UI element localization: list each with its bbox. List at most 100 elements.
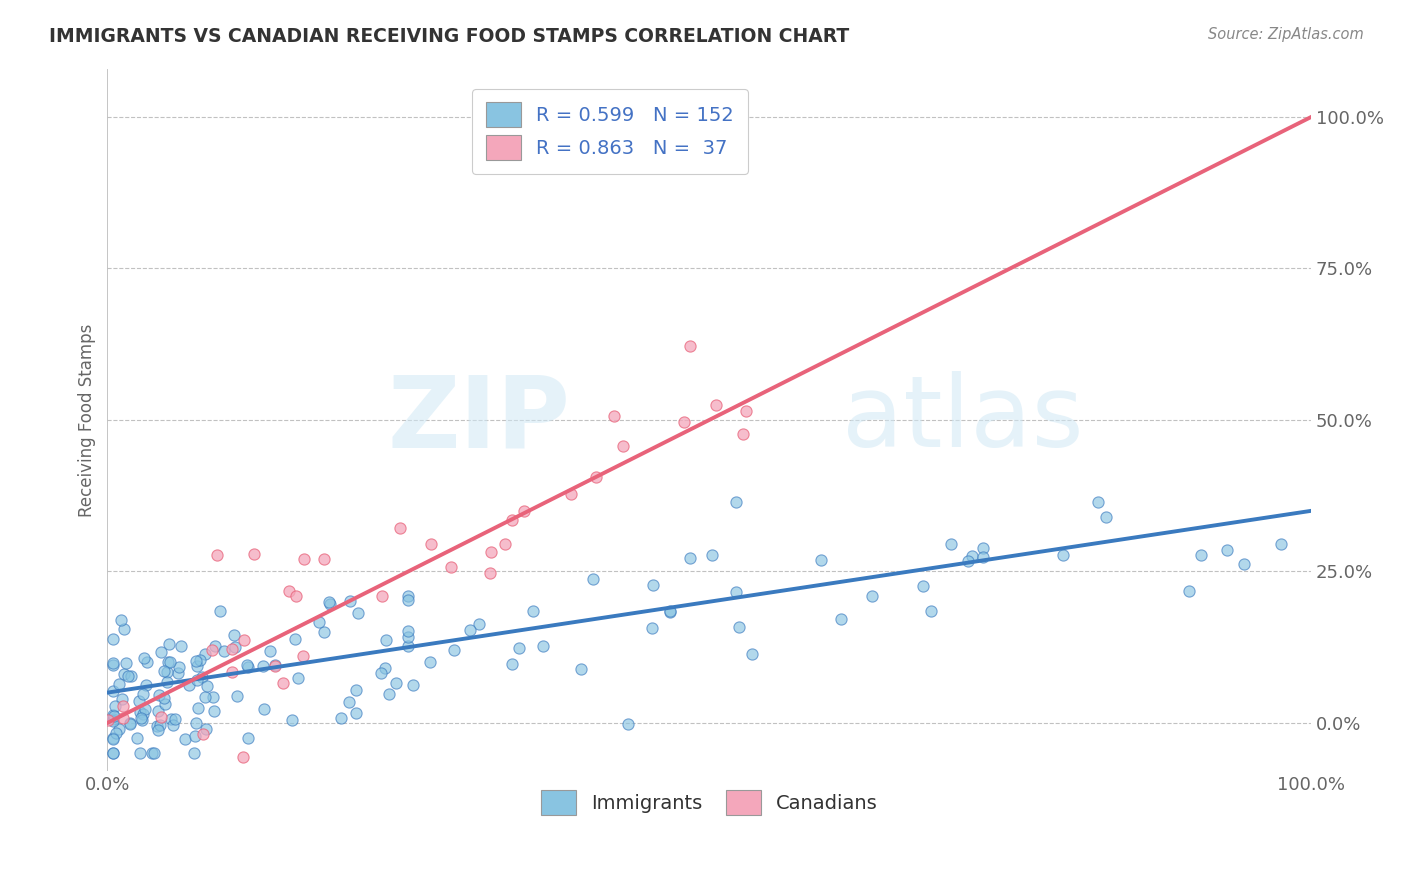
Point — [112, 622, 135, 636]
Point — [679, 550, 702, 565]
Point — [167, 660, 190, 674]
Point — [201, 690, 224, 705]
Point — [339, 593, 361, 607]
Point — [160, 712, 183, 726]
Point — [292, 648, 315, 663]
Point — [184, 654, 207, 668]
Point — [120, 669, 142, 683]
Point — [960, 549, 983, 563]
Point — [512, 504, 534, 518]
Point — [129, 711, 152, 725]
Point — [569, 662, 592, 676]
Point — [103, 746, 125, 760]
Point — [103, 632, 125, 646]
Point — [118, 716, 141, 731]
Point — [159, 656, 181, 670]
Point — [103, 713, 125, 727]
Point — [134, 702, 156, 716]
Text: IMMIGRANTS VS CANADIAN RECEIVING FOOD STAMPS CORRELATION CHART: IMMIGRANTS VS CANADIAN RECEIVING FOOD ST… — [49, 27, 849, 45]
Point — [277, 583, 299, 598]
Point — [314, 551, 336, 566]
Point — [1087, 494, 1109, 508]
Point — [143, 746, 166, 760]
Point — [103, 708, 125, 723]
Point — [153, 698, 176, 712]
Point — [679, 339, 702, 353]
Point — [375, 633, 398, 648]
Point — [1095, 509, 1118, 524]
Point — [149, 709, 172, 723]
Point — [724, 495, 747, 509]
Point — [396, 592, 419, 607]
Point — [402, 678, 425, 692]
Point — [120, 717, 142, 731]
Point — [243, 547, 266, 561]
Point — [132, 687, 155, 701]
Point — [132, 706, 155, 721]
Point — [128, 693, 150, 707]
Point — [117, 668, 139, 682]
Point — [314, 625, 336, 640]
Point — [370, 589, 392, 603]
Point — [232, 749, 254, 764]
Point — [253, 701, 276, 715]
Point — [191, 726, 214, 740]
Point — [156, 674, 179, 689]
Point — [212, 644, 235, 658]
Point — [956, 554, 979, 568]
Point — [508, 640, 530, 655]
Point — [162, 718, 184, 732]
Point — [186, 716, 208, 731]
Point — [1178, 583, 1201, 598]
Point — [501, 657, 523, 671]
Point — [104, 698, 127, 713]
Point — [221, 665, 243, 680]
Point — [659, 604, 682, 618]
Point — [111, 711, 134, 725]
Point — [419, 656, 441, 670]
Point — [103, 656, 125, 670]
Point — [264, 659, 287, 673]
Point — [183, 746, 205, 760]
Point — [374, 661, 396, 675]
Point — [344, 706, 367, 720]
Point — [643, 578, 665, 592]
Point — [224, 640, 246, 654]
Point — [108, 723, 131, 737]
Point — [108, 676, 131, 690]
Point — [501, 513, 523, 527]
Point — [396, 630, 419, 644]
Point — [131, 713, 153, 727]
Point — [129, 746, 152, 760]
Point — [135, 656, 157, 670]
Point — [318, 595, 340, 609]
Point — [860, 589, 883, 603]
Point — [522, 604, 544, 618]
Point — [165, 712, 187, 726]
Point — [149, 645, 172, 659]
Point — [205, 548, 228, 562]
Point — [128, 705, 150, 719]
Point — [494, 537, 516, 551]
Point — [1052, 548, 1074, 562]
Point — [287, 671, 309, 685]
Point — [103, 731, 125, 746]
Point — [370, 666, 392, 681]
Point — [190, 669, 212, 683]
Point — [226, 690, 249, 704]
Point — [1233, 558, 1256, 572]
Point — [110, 692, 132, 706]
Point — [458, 623, 481, 637]
Point — [439, 560, 461, 574]
Point — [195, 723, 218, 737]
Point — [235, 658, 257, 673]
Point — [734, 403, 756, 417]
Point — [1189, 549, 1212, 563]
Point — [194, 647, 217, 661]
Point — [830, 612, 852, 626]
Point — [221, 642, 243, 657]
Point — [725, 585, 748, 599]
Point — [612, 439, 634, 453]
Point — [284, 589, 307, 603]
Point — [110, 613, 132, 627]
